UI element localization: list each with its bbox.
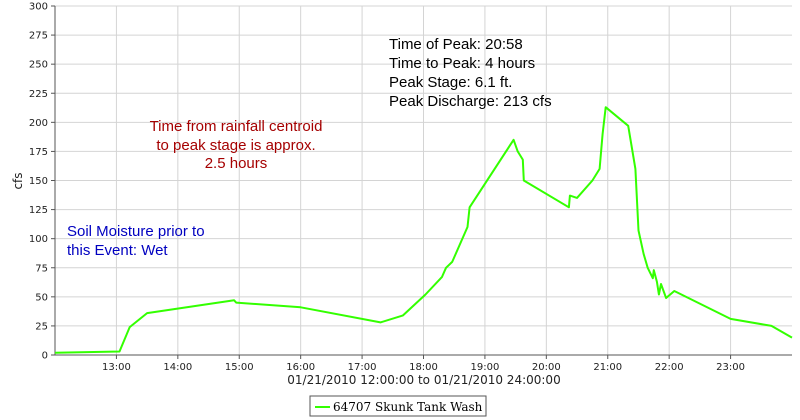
y-tick-label: 275: [29, 31, 48, 42]
y-tick-label: 75: [35, 263, 48, 274]
annotation-line: to peak stage is approx.: [156, 137, 315, 154]
y-tick-labels: 0 25 50 75 100 125 150 175 200 225 250 275 300: [29, 2, 48, 362]
series-group: [54, 106, 793, 354]
x-tick-label: 18:00: [409, 362, 438, 373]
y-tick-label: 0: [42, 351, 48, 362]
annotation-line: this Event: Wet: [67, 242, 168, 259]
x-tick-labels: 13:00 14:00 15:00 16:00 17:00 18:00 19:00 20:00…: [102, 362, 745, 373]
y-tick-label: 25: [35, 321, 48, 332]
y-tick-label: 250: [29, 60, 48, 71]
centroid-annotation: Time from rainfall centroid to peak stag…: [150, 118, 323, 172]
annotation-line: Peak Discharge: 213 cfs: [389, 93, 552, 110]
y-tick-label: 50: [35, 292, 48, 303]
annotation-line: Time from rainfall centroid: [150, 118, 323, 135]
x-tick-label: 23:00: [716, 362, 745, 373]
annotation-line: Soil Moisture prior to: [67, 223, 205, 240]
x-tick-label: 16:00: [286, 362, 315, 373]
x-tick-label: 21:00: [593, 362, 622, 373]
series-line: [54, 106, 793, 354]
annotation-line: Peak Stage: 6.1 ft.: [389, 74, 512, 91]
y-tick-label: 125: [29, 205, 48, 216]
y-tick-label: 150: [29, 176, 48, 187]
y-axis-title: cfs: [11, 172, 25, 189]
legend: 64707 Skunk Tank Wash: [309, 395, 487, 417]
legend-box: [309, 395, 487, 417]
x-tick-label: 13:00: [102, 362, 131, 373]
y-tick-label: 300: [29, 2, 48, 13]
x-tick-label: 19:00: [471, 362, 500, 373]
x-tick-label: 15:00: [225, 362, 254, 373]
x-tick-label: 14:00: [163, 362, 192, 373]
annotation-line: 2.5 hours: [205, 155, 268, 172]
gridlines: [51, 5, 792, 359]
y-tick-label: 225: [29, 89, 48, 100]
x-tick-label: 20:00: [532, 362, 561, 373]
x-tick-label: 22:00: [655, 362, 684, 373]
legend-label: 64707 Skunk Tank Wash: [333, 400, 483, 414]
x-tick-label: 17:00: [348, 362, 377, 373]
y-tick-label: 200: [29, 118, 48, 129]
annotation-line: Time of Peak: 20:58: [389, 36, 523, 53]
axes: [54, 6, 792, 356]
y-tick-label: 100: [29, 234, 48, 245]
peak-annotation: Time of Peak: 20:58 Time to Peak: 4 hour…: [389, 36, 552, 110]
x-axis-title: 01/21/2010 12:00:00 to 01/21/2010 24:00:…: [287, 373, 560, 387]
y-tick-label: 175: [29, 147, 48, 158]
soil-moisture-annotation: Soil Moisture prior to this Event: Wet: [67, 223, 205, 259]
annotation-line: Time to Peak: 4 hours: [389, 55, 535, 72]
